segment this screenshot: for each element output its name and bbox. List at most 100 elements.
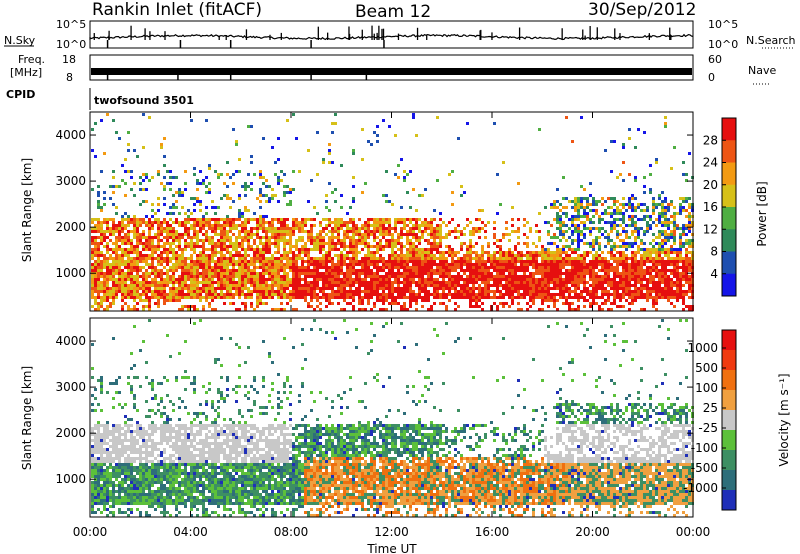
power-cell: [199, 299, 202, 302]
power-cell: [148, 227, 151, 230]
power-cell: [646, 293, 649, 296]
power-cell: [430, 236, 433, 239]
power-cell: [277, 296, 280, 299]
power-cell: [628, 215, 631, 218]
power-cell: [307, 239, 310, 242]
power-cell: [565, 296, 568, 299]
power-cell: [460, 293, 463, 296]
power-cell: [619, 287, 622, 290]
power-cell: [94, 290, 97, 293]
power-cell: [325, 293, 328, 296]
power-cell: [640, 272, 643, 275]
power-cell: [505, 251, 508, 254]
power-cell: [367, 266, 370, 269]
power-cell: [91, 221, 94, 224]
power-cell: [613, 296, 616, 299]
power-cell: [100, 302, 103, 305]
power-cell: [133, 293, 136, 296]
power-cell: [175, 218, 178, 221]
power-cell: [412, 257, 415, 260]
power-cell: [412, 263, 415, 266]
power-cell: [520, 287, 523, 290]
power-cell: [160, 251, 163, 254]
power-cell: [658, 275, 661, 278]
power-cell: [358, 242, 361, 245]
power-cell: [187, 233, 190, 236]
power-cell: [676, 278, 679, 281]
power-cell: [190, 248, 193, 251]
power-cell: [250, 233, 253, 236]
power-cell: [418, 260, 421, 263]
power-cell: [169, 296, 172, 299]
power-cell: [397, 164, 400, 167]
power-cell: [481, 245, 484, 248]
power-cell: [625, 284, 628, 287]
power-cell: [553, 257, 556, 260]
power-cell: [163, 284, 166, 287]
power-cell: [559, 284, 562, 287]
power-cell: [274, 236, 277, 239]
power-cell: [640, 293, 643, 296]
power-cell: [613, 299, 616, 302]
power-cell: [529, 290, 532, 293]
power-cell: [463, 272, 466, 275]
power-cell: [160, 146, 163, 149]
power-cell: [469, 266, 472, 269]
power-cell: [487, 272, 490, 275]
power-cell: [487, 260, 490, 263]
power-cell: [625, 281, 628, 284]
power-cell: [499, 260, 502, 263]
power-cell: [226, 185, 229, 188]
power-cell: [469, 248, 472, 251]
power-cell: [133, 278, 136, 281]
power-cell: [463, 296, 466, 299]
power-cell: [550, 254, 553, 257]
power-cell: [640, 284, 643, 287]
power-cell: [298, 221, 301, 224]
power-cell: [643, 251, 646, 254]
power-cell: [121, 218, 124, 221]
power-cell: [673, 227, 676, 230]
power-cell: [283, 248, 286, 251]
power-cell: [301, 224, 304, 227]
power-cell: [166, 257, 169, 260]
power-cell: [505, 260, 508, 263]
power-cell: [199, 209, 202, 212]
power-cell: [292, 287, 295, 290]
power-cell: [391, 257, 394, 260]
power-cell: [496, 239, 499, 242]
power-cell: [298, 236, 301, 239]
power-cell: [217, 224, 220, 227]
power-cell: [361, 284, 364, 287]
power-cell: [397, 218, 400, 221]
power-cell: [217, 239, 220, 242]
power-cell: [502, 296, 505, 299]
power-cell: [646, 266, 649, 269]
power-cell: [385, 218, 388, 221]
power-cell: [430, 218, 433, 221]
power-cell: [283, 221, 286, 224]
power-cell: [361, 296, 364, 299]
power-cell: [466, 293, 469, 296]
power-cell: [412, 299, 415, 302]
power-cell: [628, 200, 631, 203]
power-cell: [277, 266, 280, 269]
power-cell: [301, 236, 304, 239]
power-cell: [640, 275, 643, 278]
power-cell: [397, 293, 400, 296]
power-cell: [532, 293, 535, 296]
power-cell: [316, 212, 319, 215]
power-cell: [214, 233, 217, 236]
power-cell: [508, 296, 511, 299]
power-cell: [520, 254, 523, 257]
power-cell: [103, 299, 106, 302]
power-cell: [271, 275, 274, 278]
power-cell: [574, 284, 577, 287]
power-cell: [619, 275, 622, 278]
power-cell: [190, 275, 193, 278]
power-cell: [208, 242, 211, 245]
power-cell: [142, 293, 145, 296]
power-cell: [205, 221, 208, 224]
power-cell: [577, 296, 580, 299]
power-cell: [634, 275, 637, 278]
